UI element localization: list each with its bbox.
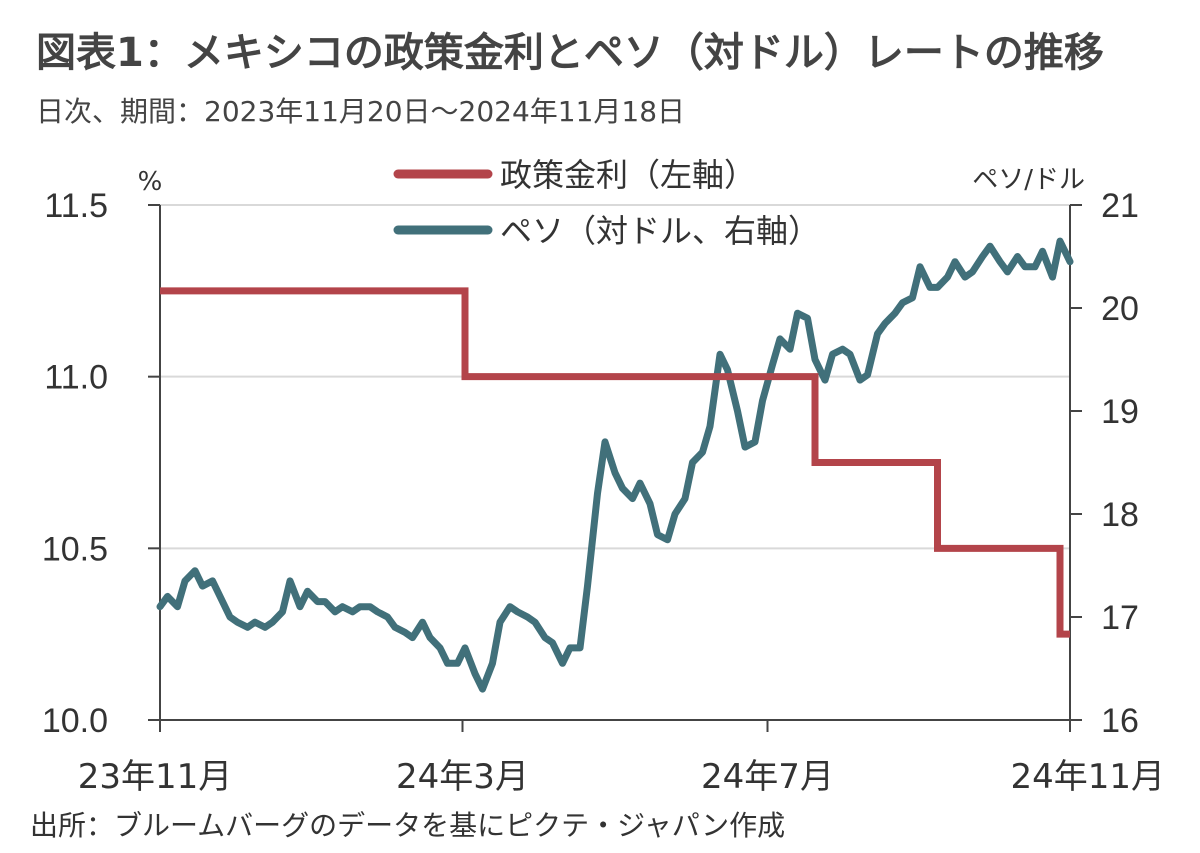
left-axis-ticks: 10.0 10.5 11.0 11.5 bbox=[42, 187, 160, 740]
left-tick-label: 10.5 bbox=[42, 530, 108, 568]
right-tick-label: 21 bbox=[1101, 187, 1139, 225]
right-tick-label: 16 bbox=[1101, 702, 1139, 740]
right-axis-ticks: 16 17 18 19 20 21 bbox=[1070, 187, 1139, 740]
right-axis-unit: ペソ/ドル bbox=[972, 165, 1085, 195]
right-tick-label: 19 bbox=[1101, 393, 1139, 431]
peso-points bbox=[159, 240, 1071, 690]
left-tick-label: 11.0 bbox=[44, 359, 108, 397]
policy-rate-points bbox=[159, 290, 1071, 635]
chart-title: 図表1：メキシコの政策金利とペソ（対ドル）レートの推移 bbox=[36, 30, 1104, 76]
series-line-policy-rate bbox=[160, 287, 1070, 638]
chart-subtitle: 日次、期間：2023年11月20日～2024年11月18日 bbox=[36, 95, 686, 128]
left-axis-unit: % bbox=[138, 167, 163, 197]
x-axis-ticks: 23年11月 24年3月 24年7月 24年11月 bbox=[78, 720, 1165, 797]
left-tick-label: 10.0 bbox=[42, 702, 108, 740]
source-note: 出所：ブルームバーグのデータを基にピクテ・ジャパン作成 bbox=[30, 809, 786, 842]
x-tick-label: 24年11月 bbox=[1010, 757, 1165, 797]
legend-label-peso: ペソ（対ドル、右軸） bbox=[500, 212, 820, 250]
right-tick-label: 20 bbox=[1101, 290, 1139, 328]
right-tick-label: 18 bbox=[1101, 496, 1139, 534]
x-tick-label: 24年3月 bbox=[396, 757, 529, 797]
left-tick-label: 11.5 bbox=[44, 187, 108, 225]
legend-label-policy-rate: 政策金利（左軸） bbox=[500, 156, 756, 194]
right-tick-label: 17 bbox=[1101, 599, 1139, 637]
x-tick-label: 24年7月 bbox=[701, 757, 834, 797]
x-tick-label: 23年11月 bbox=[78, 757, 233, 797]
legend: 政策金利（左軸） ペソ（対ドル、右軸） bbox=[393, 156, 820, 250]
